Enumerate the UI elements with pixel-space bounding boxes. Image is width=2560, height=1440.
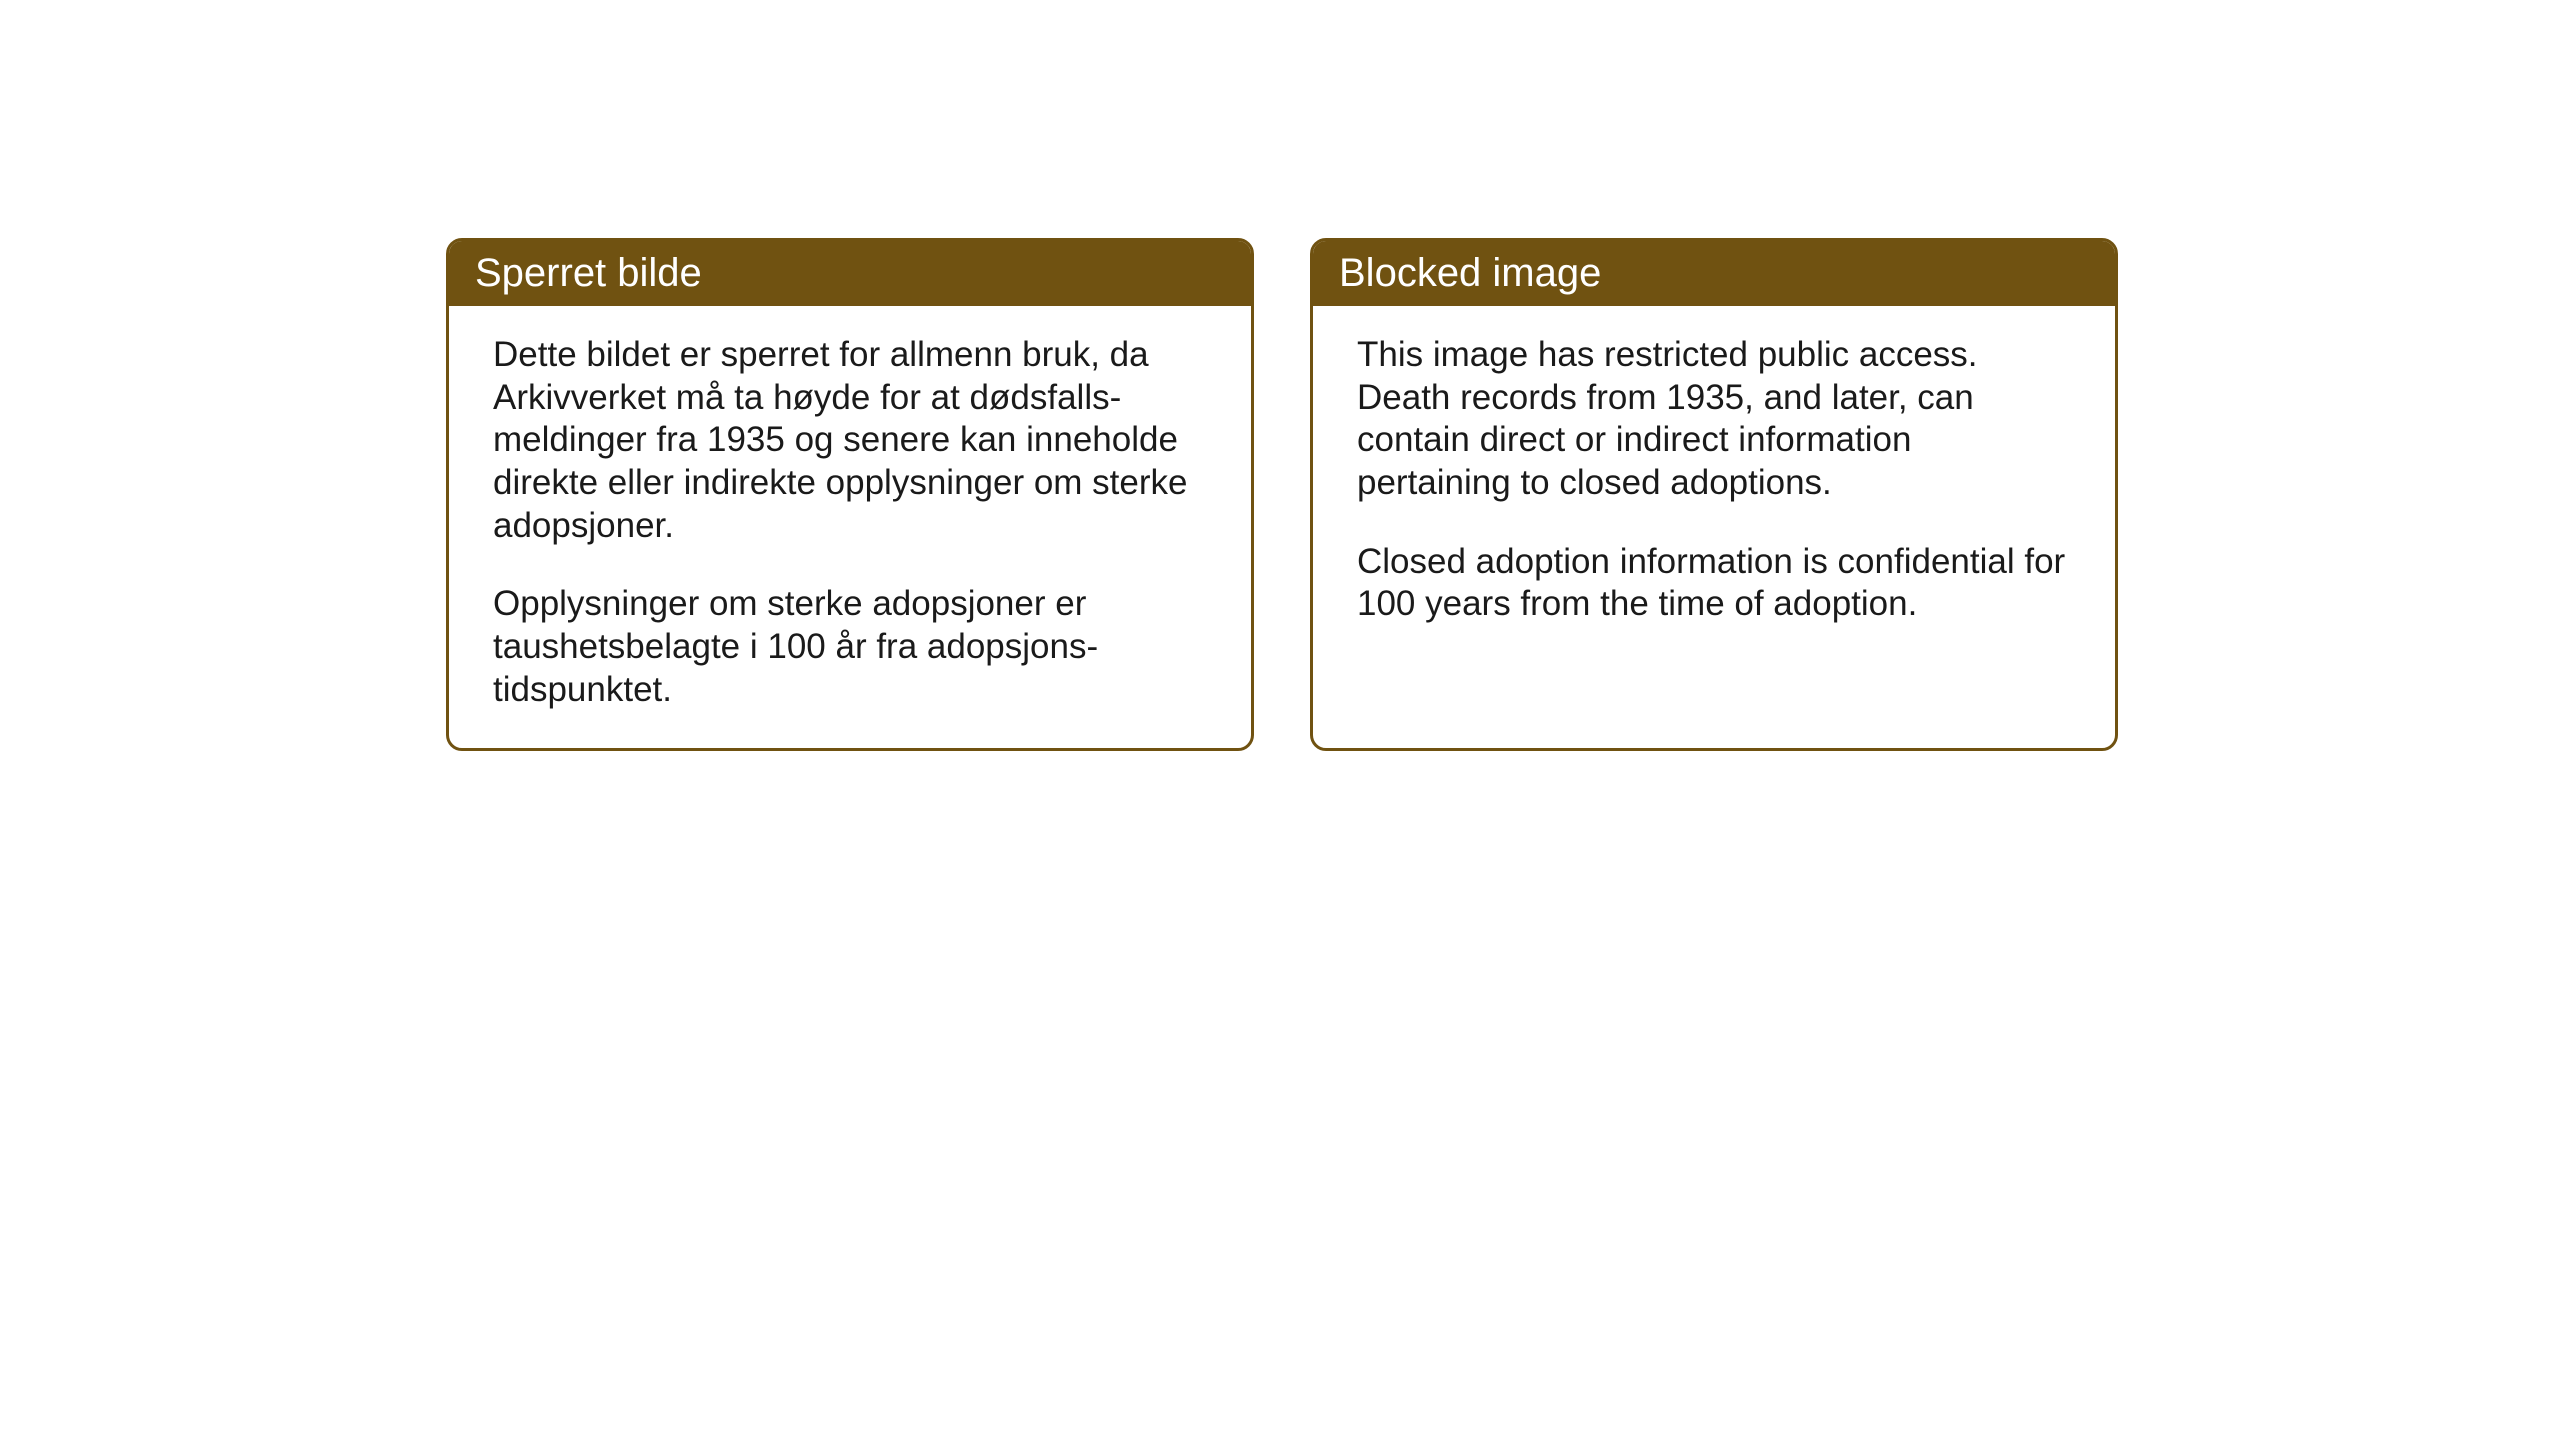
notice-card-english: Blocked image This image has restricted …	[1310, 238, 2118, 751]
card-title-english: Blocked image	[1339, 251, 1601, 295]
card-paragraph-norwegian-1: Dette bildet er sperret for allmenn bruk…	[493, 334, 1207, 547]
card-title-norwegian: Sperret bilde	[475, 251, 702, 295]
card-paragraph-english-1: This image has restricted public access.…	[1357, 334, 2071, 505]
card-header-norwegian: Sperret bilde	[449, 241, 1251, 306]
card-body-norwegian: Dette bildet er sperret for allmenn bruk…	[449, 306, 1251, 748]
card-paragraph-norwegian-2: Opplysninger om sterke adopsjoner er tau…	[493, 583, 1207, 711]
notice-card-norwegian: Sperret bilde Dette bildet er sperret fo…	[446, 238, 1254, 751]
card-header-english: Blocked image	[1313, 241, 2115, 306]
card-body-english: This image has restricted public access.…	[1313, 306, 2115, 686]
notice-container: Sperret bilde Dette bildet er sperret fo…	[446, 238, 2118, 751]
card-paragraph-english-2: Closed adoption information is confident…	[1357, 541, 2071, 626]
